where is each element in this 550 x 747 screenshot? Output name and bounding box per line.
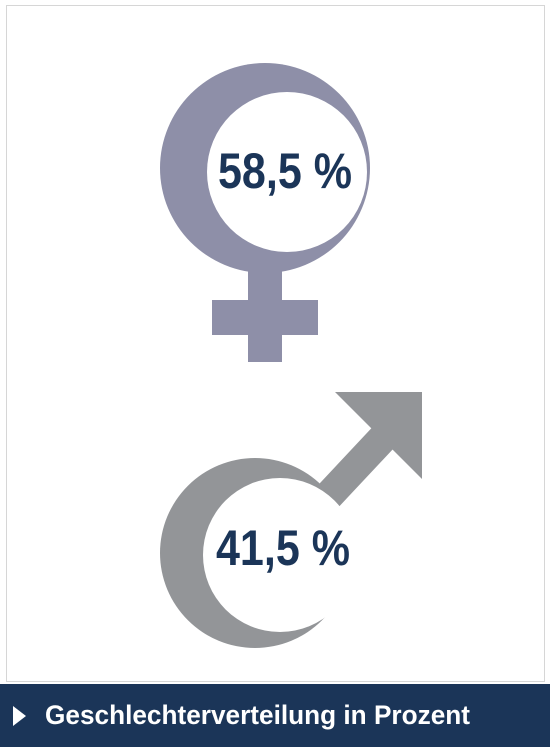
female-symbol [160, 63, 370, 362]
male-symbol [160, 392, 422, 648]
title-bar [0, 684, 550, 747]
value-label: 58,5 % [218, 143, 352, 199]
female-cross-h [212, 300, 318, 335]
title-arrow [13, 706, 26, 726]
male-head [335, 392, 422, 479]
chart-title: Geschlechterverteilung in Prozent [45, 700, 470, 730]
value-label: 41,5 % [216, 520, 350, 576]
male-inner [203, 478, 357, 632]
female-inner [207, 92, 367, 252]
